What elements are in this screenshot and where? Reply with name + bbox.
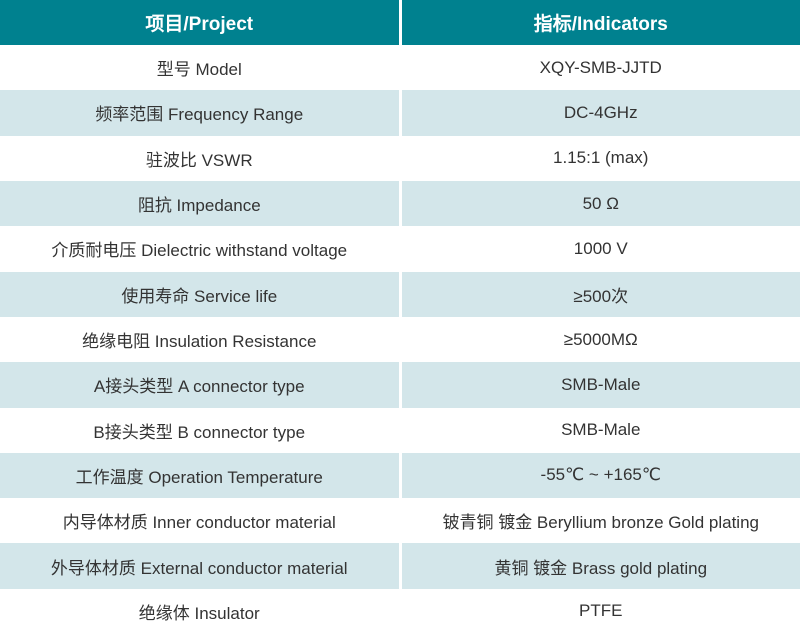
indicator-cell: ≥500次	[401, 271, 800, 317]
table-row: 绝缘体 Insulator PTFE	[0, 588, 800, 634]
indicator-cell: 50 Ω	[401, 180, 800, 227]
indicator-cell: XQY-SMB-JJTD	[401, 45, 800, 91]
indicator-cell: 1000 V	[401, 226, 800, 272]
table-row: A接头类型 A connector type SMB-Male	[0, 362, 800, 408]
header-cell-project: 项目/Project	[0, 0, 399, 45]
project-cell: 绝缘电阻 Insulation Resistance	[0, 316, 399, 363]
table-row: 内导体材质 Inner conductor material 铍青铜 镀金 Be…	[0, 498, 800, 544]
header-cell-indicators: 指标/Indicators	[401, 0, 800, 45]
indicator-cell: 铍青铜 镀金 Beryllium bronze Gold plating	[401, 498, 800, 544]
project-cell: A接头类型 A connector type	[0, 362, 399, 408]
project-cell: 介质耐电压 Dielectric withstand voltage	[0, 226, 399, 272]
table-header-row: 项目/Project 指标/Indicators	[0, 0, 800, 45]
table-row: 驻波比 VSWR 1.15:1 (max)	[0, 135, 800, 181]
project-cell: 驻波比 VSWR	[0, 135, 399, 181]
project-cell: 绝缘体 Insulator	[0, 588, 399, 634]
table-row: 型号 Model XQY-SMB-JJTD	[0, 45, 800, 91]
indicator-cell: -55℃ ~ +165℃	[401, 452, 800, 499]
project-cell: 内导体材质 Inner conductor material	[0, 498, 399, 544]
project-cell: 外导体材质 External conductor material	[0, 543, 399, 589]
table-row: 阻抗 Impedance 50 Ω	[0, 180, 800, 227]
indicator-cell: DC-4GHz	[401, 90, 800, 136]
table-row: B接头类型 B connector type SMB-Male	[0, 407, 800, 453]
project-cell: 工作温度 Operation Temperature	[0, 452, 399, 499]
project-cell: 频率范围 Frequency Range	[0, 90, 399, 136]
project-cell: B接头类型 B connector type	[0, 407, 399, 453]
table-row: 介质耐电压 Dielectric withstand voltage 1000 …	[0, 226, 800, 272]
indicator-cell: 黄铜 镀金 Brass gold plating	[401, 543, 800, 589]
table-row: 频率范围 Frequency Range DC-4GHz	[0, 90, 800, 136]
project-cell: 阻抗 Impedance	[0, 180, 399, 227]
table-row: 使用寿命 Service life ≥500次	[0, 271, 800, 317]
project-cell: 型号 Model	[0, 45, 399, 91]
table-row: 绝缘电阻 Insulation Resistance ≥5000MΩ	[0, 316, 800, 363]
indicator-cell: 1.15:1 (max)	[401, 135, 800, 181]
indicator-cell: SMB-Male	[401, 407, 800, 453]
table-row: 外导体材质 External conductor material 黄铜 镀金 …	[0, 543, 800, 589]
table-row: 工作温度 Operation Temperature -55℃ ~ +165℃	[0, 452, 800, 499]
project-cell: 使用寿命 Service life	[0, 271, 399, 317]
indicator-cell: SMB-Male	[401, 362, 800, 408]
indicator-cell: ≥5000MΩ	[401, 316, 800, 363]
indicator-cell: PTFE	[401, 588, 800, 634]
